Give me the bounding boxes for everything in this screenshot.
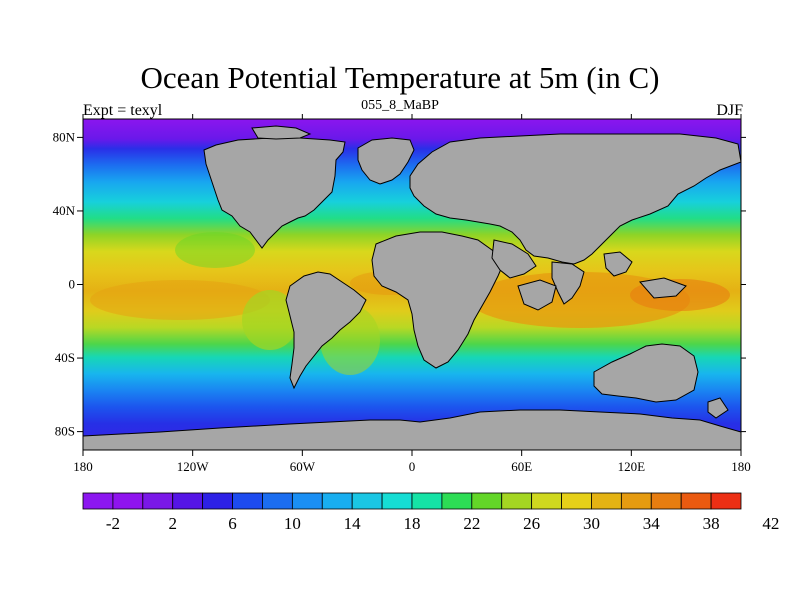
colorbar-label: 34 — [643, 514, 661, 533]
colorbar-labels: -2 2 6 10 14 18 22 26 30 34 38 42 — [106, 514, 780, 533]
land-africa — [371, 231, 505, 369]
land-indonesia — [639, 277, 687, 299]
colorbar-label: 26 — [523, 514, 540, 533]
colorbar-swatch — [591, 492, 622, 510]
colorbar-swatch — [142, 492, 174, 510]
colorbar-label: 30 — [583, 514, 600, 533]
colorbar-swatch — [531, 492, 562, 510]
colorbar-label: 22 — [463, 514, 480, 533]
land-india — [551, 261, 585, 305]
colorbar-swatch — [561, 492, 592, 510]
land-se-asia — [603, 251, 633, 277]
colorbar-swatch — [202, 492, 233, 510]
colorbar-swatch — [680, 492, 712, 510]
period-label: 055_8_MaBP — [361, 98, 439, 113]
lon-tick-label: 60E — [511, 459, 532, 474]
land-madagascar — [517, 279, 557, 311]
latitude-axis: 80N 40N 0 40S 80S — [53, 129, 746, 439]
colorbar-swatch — [232, 492, 263, 510]
experiment-label: Expt = texyl — [83, 102, 163, 119]
colorbar-swatch — [620, 492, 652, 510]
colorbar-label: -2 — [106, 514, 120, 533]
colorbar-swatch — [82, 492, 114, 510]
colorbar-swatch — [501, 492, 533, 510]
land-eurasia — [409, 133, 741, 265]
colorbar-swatch — [710, 492, 742, 510]
colorbar-swatch — [291, 492, 323, 510]
colorbar-label: 2 — [168, 514, 177, 533]
colorbar-swatch — [441, 492, 473, 510]
colorbar-label: 10 — [284, 514, 301, 533]
colorbar-label: 42 — [762, 514, 779, 533]
colorbar-swatch — [471, 492, 503, 510]
lat-tick-label: 0 — [69, 277, 76, 292]
land-antarctica — [83, 409, 741, 450]
colorbar-label: 18 — [404, 514, 421, 533]
land-north-america — [203, 137, 346, 249]
colorbar-swatch — [650, 492, 682, 510]
lat-tick-label: 80S — [55, 424, 75, 439]
land-masses — [83, 125, 741, 450]
lon-tick-label: 0 — [409, 459, 416, 474]
lat-tick-label: 80N — [53, 129, 76, 144]
land-south-america — [285, 271, 367, 390]
lat-tick-label: 40S — [55, 350, 75, 365]
chart-title: Ocean Potential Temperature at 5m (in C) — [140, 60, 660, 95]
lon-tick-label: 180 — [73, 459, 93, 474]
colorbar-swatch — [112, 492, 144, 510]
colorbar-label: 14 — [344, 514, 362, 533]
land-greenland — [357, 137, 415, 185]
lon-tick-label: 180 — [731, 459, 751, 474]
land-new-zealand — [707, 397, 729, 419]
land-arctic-islands — [251, 125, 312, 140]
lon-tick-label: 120W — [177, 459, 210, 474]
lon-tick-label: 60W — [290, 459, 316, 474]
lat-tick-label: 40N — [53, 203, 76, 218]
colorbar-swatch — [351, 492, 383, 510]
colorbar — [82, 492, 742, 510]
colorbar-label: 38 — [703, 514, 720, 533]
season-label: DJF — [716, 102, 743, 119]
lon-tick-label: 120E — [618, 459, 646, 474]
land-australia — [593, 343, 699, 403]
colorbar-swatch — [172, 492, 204, 510]
longitude-axis: 180 120W 60W 0 60E 120E 180 — [73, 114, 751, 474]
colorbar-swatch — [411, 492, 443, 510]
colorbar-label: 6 — [228, 514, 237, 533]
colorbar-swatch — [262, 492, 293, 510]
colorbar-swatch — [321, 492, 353, 510]
colorbar-swatch — [381, 492, 413, 510]
land-arabia — [491, 239, 537, 279]
